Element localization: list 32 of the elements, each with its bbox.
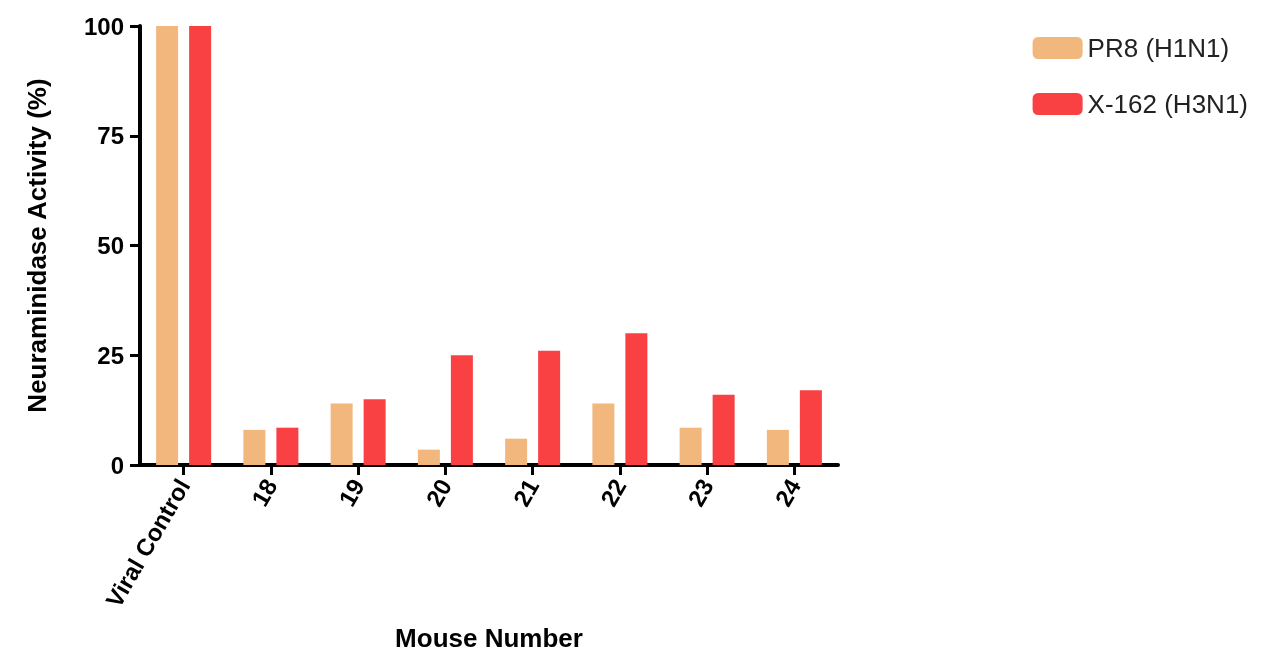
x-tick-label: 18 <box>245 474 283 511</box>
bar <box>625 333 648 465</box>
y-tick-label: 100 <box>83 12 124 40</box>
x-tick-label: 22 <box>594 474 632 511</box>
legend-label: X-162 (H3N1) <box>1087 89 1249 119</box>
bar <box>363 399 386 465</box>
bar <box>766 429 789 465</box>
bar <box>592 403 615 465</box>
bar <box>189 26 212 465</box>
y-tick-label: 0 <box>110 451 124 479</box>
bar <box>276 427 299 465</box>
bar <box>538 350 561 465</box>
x-tick-label: 21 <box>507 474 545 511</box>
y-tick-label: 25 <box>97 341 124 369</box>
bar <box>417 449 440 465</box>
bar <box>712 394 735 465</box>
x-tick-label: 23 <box>682 474 719 511</box>
y-tick-label: 50 <box>97 232 124 259</box>
x-axis-title: Mouse Number <box>395 623 583 653</box>
bar <box>505 438 528 465</box>
bar <box>450 355 473 465</box>
y-axis-title: Neuraminidase Activity (%) <box>22 78 52 413</box>
bar <box>330 403 353 465</box>
bar <box>156 26 179 465</box>
legend-label: PR8 (H1N1) <box>1087 33 1230 63</box>
x-tick-label: 19 <box>333 474 370 511</box>
bar <box>799 390 822 465</box>
x-tick-label: 20 <box>420 474 458 511</box>
bar <box>243 429 266 465</box>
bar <box>679 427 702 465</box>
y-tick-label: 75 <box>97 122 124 150</box>
x-tick-label: 24 <box>769 473 807 511</box>
